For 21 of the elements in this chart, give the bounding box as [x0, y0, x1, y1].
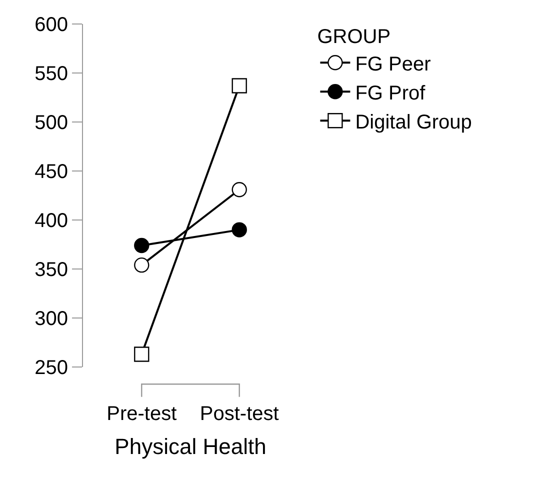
y-tick-label: 450	[34, 161, 68, 183]
y-tick-label: 400	[34, 210, 68, 232]
point	[232, 222, 247, 238]
x-axis-title: Physical Health	[114, 434, 266, 459]
legend-label: FG Prof	[355, 82, 426, 104]
point	[134, 238, 150, 254]
y-tick-label: 500	[34, 112, 68, 134]
point	[232, 182, 247, 198]
y-tick-label: 250	[34, 357, 68, 379]
x-tick-label: Pre-test	[106, 403, 178, 425]
legend-label: FG Peer	[355, 53, 432, 76]
y-tick-label: 600	[34, 14, 68, 36]
point	[134, 257, 150, 273]
point	[232, 78, 247, 94]
legend-title: GROUP	[317, 26, 391, 48]
y-tick-label: 300	[34, 308, 68, 330]
legend-label: Digital Group	[355, 111, 472, 134]
y-tick-label: 550	[34, 63, 68, 85]
point	[134, 346, 150, 362]
y-tick-label: 350	[34, 259, 68, 281]
x-tick-label: Post-test	[200, 403, 280, 425]
